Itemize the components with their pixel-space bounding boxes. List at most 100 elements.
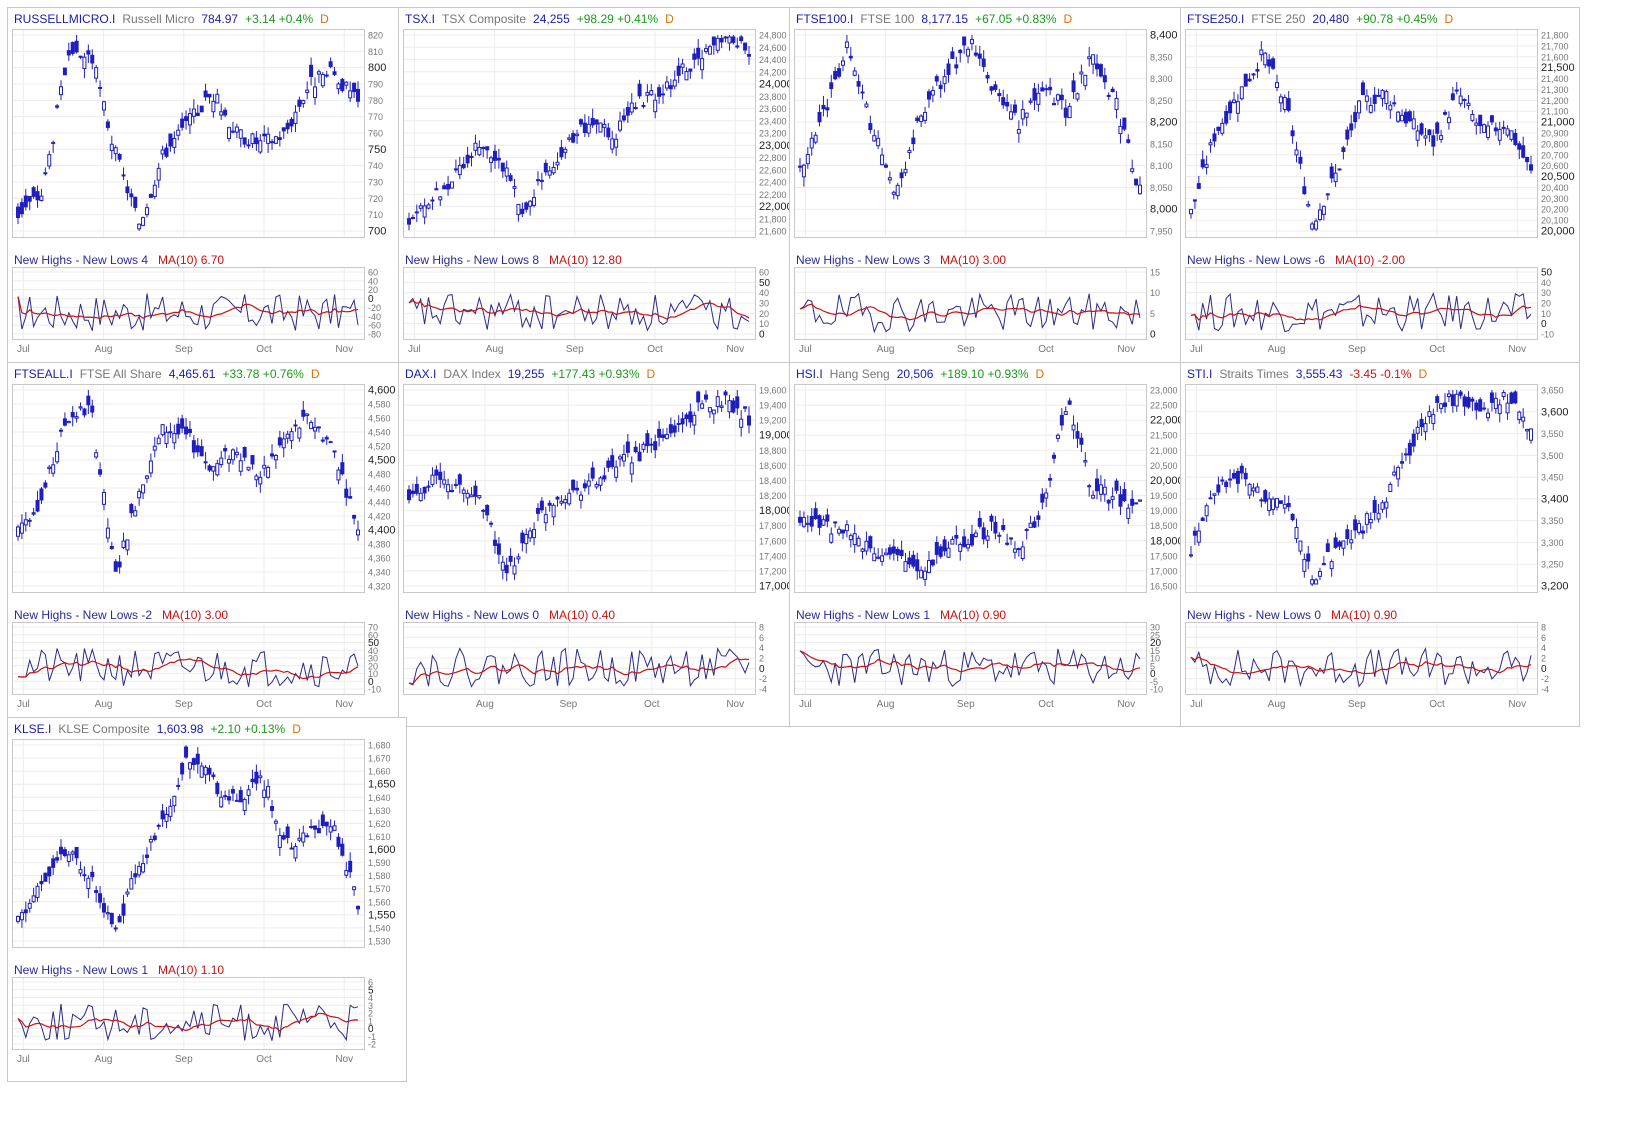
price-tick-label: 21,000 bbox=[1541, 117, 1575, 129]
candle-body bbox=[1529, 428, 1533, 441]
symbol-label[interactable]: DAX.I bbox=[405, 367, 437, 381]
candle-body bbox=[883, 164, 888, 168]
candle-body bbox=[281, 438, 286, 449]
price-tick-label: 1,670 bbox=[368, 754, 391, 764]
candle-body bbox=[696, 391, 701, 403]
candle-body bbox=[477, 146, 482, 156]
candle-body bbox=[504, 564, 509, 574]
candle-body bbox=[426, 485, 431, 488]
candle-body bbox=[109, 143, 114, 151]
candle-body bbox=[664, 434, 669, 439]
indicator-tick-label: -4 bbox=[759, 685, 767, 695]
candle-body bbox=[82, 874, 87, 877]
ma-label: MA(10) 6.70 bbox=[158, 253, 225, 267]
candle-body bbox=[1290, 130, 1295, 137]
price-tick-label: 1,630 bbox=[368, 806, 391, 816]
indicator-tick-label: 0 bbox=[1541, 664, 1547, 675]
candle-body bbox=[297, 837, 302, 841]
candle-body bbox=[1118, 125, 1123, 135]
symbol-label[interactable]: RUSSELLMICRO.I bbox=[14, 12, 116, 26]
candle-body bbox=[43, 482, 48, 488]
candle-body bbox=[1403, 111, 1408, 124]
candle-body bbox=[266, 466, 271, 478]
candle-body bbox=[1501, 392, 1506, 397]
candle-body bbox=[1431, 135, 1436, 147]
candle-body bbox=[649, 90, 654, 96]
month-label: Sep bbox=[957, 699, 975, 710]
month-label: Nov bbox=[726, 699, 744, 710]
candle-body bbox=[1443, 402, 1448, 407]
price-tick-label: 4,520 bbox=[368, 442, 391, 452]
candle-body bbox=[113, 147, 118, 155]
chart-panel-tsx-i: TSX.I TSX Composite 24,255 +98.29 +0.41% D Ne… bbox=[398, 7, 798, 372]
candle-body bbox=[618, 120, 623, 131]
candle-body bbox=[449, 489, 454, 493]
candle-body bbox=[164, 814, 169, 822]
candle-body bbox=[946, 63, 951, 75]
candle-body bbox=[868, 536, 873, 549]
candle-body bbox=[277, 835, 282, 848]
candle-body bbox=[1454, 89, 1459, 92]
indicator-tick-label: 20 bbox=[759, 309, 769, 319]
candle-body bbox=[923, 111, 928, 121]
candle-body bbox=[199, 105, 204, 113]
candle-body bbox=[465, 492, 470, 499]
indicator-tick-label: 3 bbox=[368, 1001, 373, 1011]
price-tick-label: 700 bbox=[368, 226, 386, 238]
candle-body bbox=[1134, 502, 1139, 505]
candle-body bbox=[735, 396, 740, 409]
ma-label: MA(10) 12.80 bbox=[549, 253, 622, 267]
symbol-label[interactable]: KLSE.I bbox=[14, 722, 52, 736]
indicator-tick-label: 10 bbox=[368, 669, 378, 679]
symbol-label[interactable]: TSX.I bbox=[405, 12, 436, 26]
candle-body bbox=[1290, 513, 1295, 521]
candle-body bbox=[676, 423, 681, 426]
candle-body bbox=[207, 465, 212, 471]
candle-body bbox=[461, 489, 466, 494]
symbol-label[interactable]: FTSEALL.I bbox=[14, 367, 73, 381]
candle-body bbox=[270, 141, 275, 144]
candle-body bbox=[829, 533, 834, 543]
candle-body bbox=[168, 431, 173, 434]
price-chart: 4,600 4,580 4,560 4,540 4,520 4,500 4,480 4,460… bbox=[12, 384, 396, 593]
symbol-label[interactable]: HSI.I bbox=[796, 367, 823, 381]
price-tick-label: 1,550 bbox=[368, 909, 396, 921]
candle-body bbox=[258, 775, 263, 779]
candle-body bbox=[1478, 399, 1483, 412]
candle-body bbox=[610, 455, 615, 467]
indicator-tick-label: 40 bbox=[368, 646, 378, 656]
candle-body bbox=[223, 448, 228, 452]
candle-body bbox=[446, 183, 451, 190]
symbol-label[interactable]: FTSE250.I bbox=[1187, 12, 1245, 26]
indicator-tick-label: -2 bbox=[1541, 674, 1549, 684]
candle-body bbox=[234, 799, 239, 802]
candle-body bbox=[207, 767, 212, 775]
indicator-tick-label: 0 bbox=[368, 294, 374, 305]
candle-body bbox=[649, 443, 654, 446]
candle-body bbox=[868, 123, 873, 131]
candle-body bbox=[1024, 529, 1029, 532]
symbol-label[interactable]: FTSE100.I bbox=[796, 12, 854, 26]
candle-body bbox=[70, 412, 75, 418]
candle-body bbox=[148, 460, 153, 474]
candle-body bbox=[798, 165, 802, 168]
candle-body bbox=[16, 526, 20, 537]
candle-body bbox=[1126, 507, 1131, 519]
candle-body bbox=[1329, 166, 1334, 179]
candle-body bbox=[320, 73, 325, 87]
candle-body bbox=[446, 484, 451, 493]
candle-body bbox=[82, 56, 87, 70]
candle-body bbox=[899, 172, 904, 179]
symbol-label[interactable]: STI.I bbox=[1187, 367, 1213, 381]
candle-body bbox=[1012, 548, 1017, 553]
candle-body bbox=[833, 521, 838, 524]
candle-body bbox=[31, 512, 36, 515]
candle-body bbox=[191, 440, 196, 453]
month-label: Oct bbox=[256, 344, 272, 355]
candle-body bbox=[680, 418, 685, 425]
candle-body bbox=[946, 547, 951, 558]
price-tick-label: 1,570 bbox=[368, 884, 391, 894]
price-tick-label: 710 bbox=[368, 210, 383, 220]
candle-body bbox=[219, 457, 224, 466]
month-label: Jul bbox=[17, 699, 30, 710]
